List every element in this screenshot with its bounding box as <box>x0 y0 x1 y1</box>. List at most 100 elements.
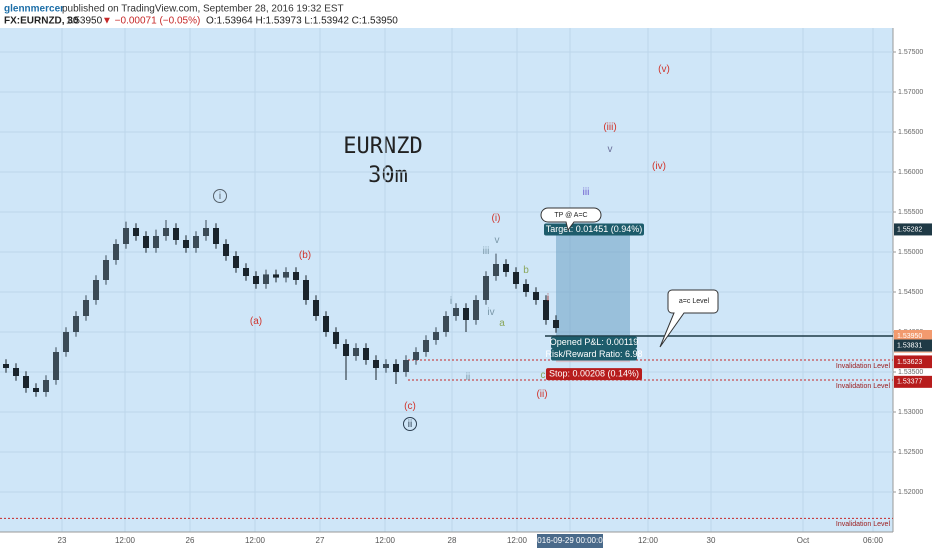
candle-body <box>413 352 419 360</box>
x-tick-label: 23 <box>58 536 67 545</box>
ohlc: O:1.53964 H:1.53973 L:1.53942 C:1.53950 <box>206 16 398 27</box>
candle-body <box>293 272 299 280</box>
y-tick-label: 1.54500 <box>898 289 923 296</box>
price-marker <box>894 375 932 388</box>
candle-body <box>13 368 19 376</box>
candle-body <box>173 228 179 240</box>
candle-body <box>523 284 529 292</box>
y-tick-label: 1.57000 <box>898 89 923 96</box>
x-tick-label: 2016-09-29 00:00:00 <box>533 536 608 545</box>
price-marker <box>894 223 932 236</box>
candle-body <box>493 264 499 276</box>
y-tick-label: 1.52500 <box>898 449 923 456</box>
wave-label: v <box>495 235 500 246</box>
rr-label: Risk/Reward Ratio: 6.98 <box>545 349 642 359</box>
wave-label: (iv) <box>652 161 666 172</box>
wave-label: iv <box>487 307 494 318</box>
target-label: Target: 0.01451 (0.94%) <box>546 224 643 234</box>
candle-body <box>403 360 409 372</box>
candle-body <box>283 272 289 278</box>
candle-body <box>553 320 559 328</box>
y-tick-label: 1.56000 <box>898 169 923 176</box>
wave-label: (a) <box>250 316 262 327</box>
callout-text: TP @ A=C <box>554 212 587 219</box>
wave-label: i <box>547 293 549 304</box>
candle-body <box>133 228 139 236</box>
price-marker-label: 1.53377 <box>897 379 922 386</box>
candle-body <box>533 292 539 300</box>
candle-body <box>543 300 549 320</box>
chart-subtitle: 30m <box>368 163 408 188</box>
wave-label: ii <box>408 419 412 430</box>
candle-body <box>233 256 239 268</box>
wave-label: a <box>499 318 505 329</box>
stop-label-box <box>546 368 642 381</box>
candle-body <box>393 364 399 372</box>
candle-body <box>103 260 109 280</box>
date-box <box>537 534 603 548</box>
candle-body <box>443 316 449 332</box>
price-marker-label: 1.53623 <box>897 359 922 366</box>
x-tick-label: 28 <box>448 536 457 545</box>
y-tick-label: 1.53500 <box>898 369 923 376</box>
x-tick-label: 27 <box>316 536 325 545</box>
candle-body <box>263 274 269 284</box>
x-tick-label: 30 <box>707 536 716 545</box>
candle-body <box>303 280 309 300</box>
y-tick-label: 1.56500 <box>898 129 923 136</box>
x-tick-label: 06:00 <box>863 536 884 545</box>
wave-label: iii <box>483 246 490 257</box>
price-marker-label: 1.53950 <box>897 333 922 340</box>
wave-circle <box>403 417 417 431</box>
candle-body <box>503 264 509 272</box>
change: ▼ −0.00071 (−0.05%) <box>102 16 200 27</box>
candle-body <box>353 348 359 356</box>
wave-label: i <box>450 296 452 307</box>
invalidation-label: Invalidation Level <box>836 363 891 370</box>
wave-label: iii <box>583 187 590 198</box>
candle-body <box>123 228 129 244</box>
pnl-label: Opened P&L: 0.00119 <box>550 337 638 347</box>
candle-body <box>273 274 279 278</box>
wave-label: v <box>608 144 613 155</box>
price-marker-label: 1.53831 <box>897 342 922 349</box>
candle-body <box>83 300 89 316</box>
wave-label: (iii) <box>603 122 616 133</box>
candle-body <box>343 344 349 356</box>
price-marker <box>894 339 932 352</box>
wave-label: (ii) <box>536 389 547 400</box>
candle-body <box>153 236 159 248</box>
candle-body <box>53 352 59 380</box>
wave-label: b <box>523 265 529 276</box>
candle-body <box>373 360 379 368</box>
candle-body <box>63 332 69 352</box>
candle-body <box>513 272 519 284</box>
x-tick-label: Oct <box>797 536 810 545</box>
chart-title: EURNZD <box>343 134 422 159</box>
wave-label: (c) <box>404 401 416 412</box>
x-tick-label: 12:00 <box>638 536 659 545</box>
invalidation-label: Invalidation Level <box>836 383 891 390</box>
stop-label: Stop: 0.00208 (0.14%) <box>549 369 639 379</box>
candle-body <box>223 244 229 256</box>
candle-body <box>243 268 249 276</box>
symbol: FX:EURNZD, 30 <box>4 16 79 27</box>
y-tick-label: 1.57500 <box>898 49 923 56</box>
wave-label: ii <box>466 372 470 383</box>
target-zone <box>556 229 630 346</box>
candle-body <box>473 300 479 320</box>
candle-body <box>213 228 219 244</box>
x-tick-label: 26 <box>186 536 195 545</box>
pnl-label-box <box>551 336 637 349</box>
y-tick-label: 1.55000 <box>898 249 923 256</box>
candle-body <box>483 276 489 300</box>
candle-body <box>253 276 259 284</box>
candle-body <box>73 316 79 332</box>
published: published on TradingView.com, September … <box>62 4 344 15</box>
candle-body <box>93 280 99 300</box>
x-tick-label: 12:00 <box>375 536 396 545</box>
candle-body <box>333 332 339 344</box>
invalidation-label: Invalidation Level <box>836 521 891 528</box>
wave-circle <box>213 189 227 203</box>
